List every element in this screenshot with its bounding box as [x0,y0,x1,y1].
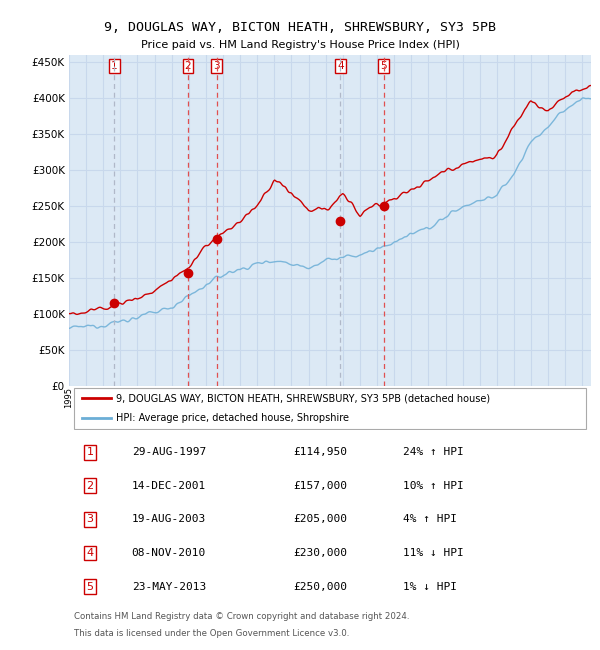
Text: 1% ↓ HPI: 1% ↓ HPI [403,582,457,592]
Text: 10% ↑ HPI: 10% ↑ HPI [403,481,464,491]
Text: 29-AUG-1997: 29-AUG-1997 [131,447,206,457]
Text: 23-MAY-2013: 23-MAY-2013 [131,582,206,592]
Text: 08-NOV-2010: 08-NOV-2010 [131,548,206,558]
Text: £157,000: £157,000 [293,481,347,491]
Text: 3: 3 [86,514,94,525]
Text: HPI: Average price, detached house, Shropshire: HPI: Average price, detached house, Shro… [116,413,349,423]
Text: Contains HM Land Registry data © Crown copyright and database right 2024.: Contains HM Land Registry data © Crown c… [74,612,410,621]
Text: £205,000: £205,000 [293,514,347,525]
Text: 11% ↓ HPI: 11% ↓ HPI [403,548,464,558]
Text: 2: 2 [185,61,191,72]
Text: £250,000: £250,000 [293,582,347,592]
Text: 4: 4 [86,548,94,558]
Text: 19-AUG-2003: 19-AUG-2003 [131,514,206,525]
FancyBboxPatch shape [74,387,586,428]
Text: 5: 5 [86,582,94,592]
Text: £230,000: £230,000 [293,548,347,558]
Text: 5: 5 [380,61,387,72]
Text: 14-DEC-2001: 14-DEC-2001 [131,481,206,491]
Text: 4% ↑ HPI: 4% ↑ HPI [403,514,457,525]
Text: 2: 2 [86,481,94,491]
Text: 1: 1 [111,61,118,72]
Text: £114,950: £114,950 [293,447,347,457]
Text: 24% ↑ HPI: 24% ↑ HPI [403,447,464,457]
Text: Price paid vs. HM Land Registry's House Price Index (HPI): Price paid vs. HM Land Registry's House … [140,40,460,51]
Text: 9, DOUGLAS WAY, BICTON HEATH, SHREWSBURY, SY3 5PB (detached house): 9, DOUGLAS WAY, BICTON HEATH, SHREWSBURY… [116,393,490,404]
Text: 3: 3 [214,61,220,72]
Text: This data is licensed under the Open Government Licence v3.0.: This data is licensed under the Open Gov… [74,629,350,638]
Text: 4: 4 [337,61,344,72]
Text: 1: 1 [86,447,94,457]
Text: 9, DOUGLAS WAY, BICTON HEATH, SHREWSBURY, SY3 5PB: 9, DOUGLAS WAY, BICTON HEATH, SHREWSBURY… [104,21,496,34]
